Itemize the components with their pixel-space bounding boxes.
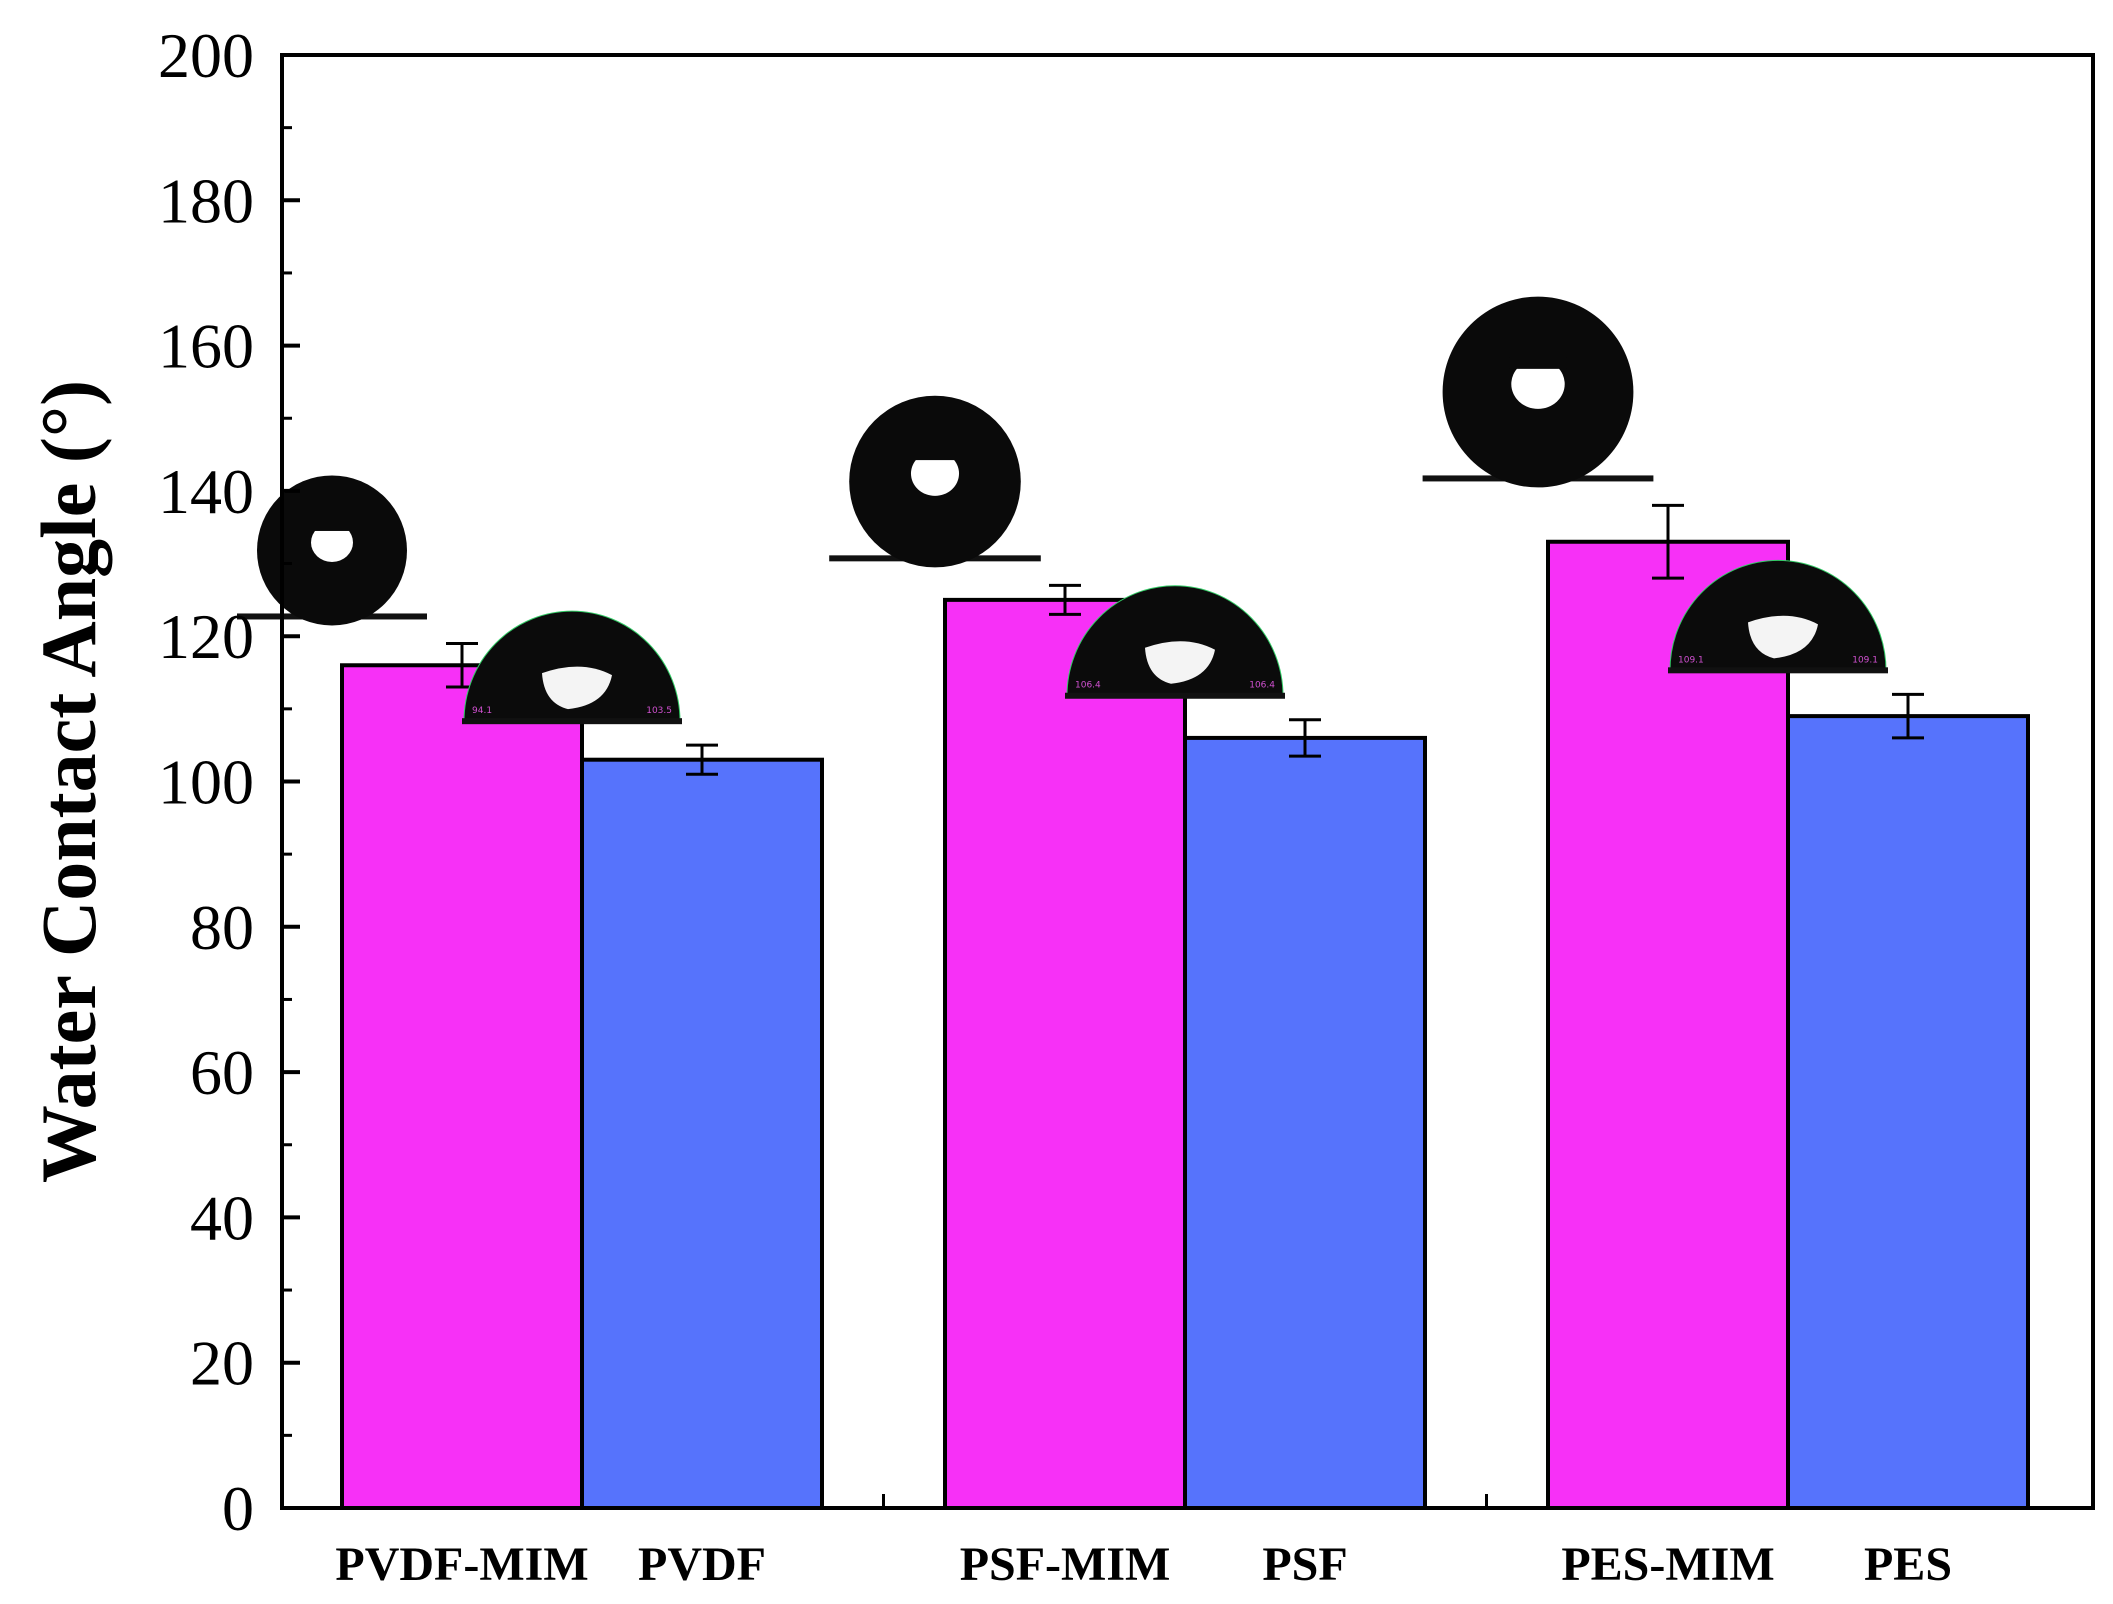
- droplet-image-pes-mim: [1422, 296, 1654, 488]
- x-label-pvdf-mim: PVDF-MIM: [335, 1538, 588, 1591]
- droplet-insets-layer: 94.1 103.5 106.4 106.4 109.1 109.1: [237, 296, 1888, 725]
- bar-pvdf-mim: [340, 663, 584, 1510]
- error-bar-pvdf: [686, 743, 718, 776]
- y-tick-label: 200: [158, 20, 254, 91]
- bars-layer: [340, 539, 2030, 1510]
- droplet-image-psf: 106.4 106.4: [1065, 585, 1285, 699]
- error-bar-pes: [1892, 692, 1924, 740]
- y-tick-label: 160: [158, 311, 254, 382]
- droplet-readout-right: 103.5: [646, 706, 672, 716]
- error-bar-psf-mim: [1049, 583, 1081, 616]
- y-axis-title: Water Contact Angle (°): [25, 380, 112, 1183]
- droplet-readout-right: 106.4: [1249, 681, 1275, 691]
- x-label-psf: PSF: [1262, 1538, 1347, 1591]
- y-tick-label: 0: [222, 1473, 254, 1544]
- y-tick-label: 140: [158, 456, 254, 527]
- y-tick-label: 180: [158, 165, 254, 236]
- x-label-pes: PES: [1864, 1538, 1952, 1591]
- y-tick-label: 60: [190, 1037, 254, 1108]
- bar-pes: [1786, 714, 2030, 1510]
- bar-pes-mim: [1546, 539, 1790, 1510]
- y-axis-ticks: 0 20 40 60 80 100 120 140 160 180 200: [158, 20, 1488, 1544]
- y-tick-label: 40: [190, 1182, 254, 1253]
- x-label-pvdf: PVDF: [638, 1538, 766, 1591]
- x-label-pes-mim: PES-MIM: [1561, 1538, 1774, 1591]
- y-tick-label: 100: [158, 747, 254, 818]
- droplet-readout-left: 106.4: [1075, 681, 1101, 691]
- y-tick-label: 20: [190, 1328, 254, 1399]
- droplet-readout-left: 94.1: [472, 706, 492, 716]
- bar-psf-mim: [943, 597, 1187, 1510]
- droplet-image-pes: 109.1 109.1: [1668, 559, 1888, 674]
- bar-psf: [1183, 735, 1427, 1510]
- droplet-readout-left: 109.1: [1678, 655, 1704, 665]
- error-bar-psf: [1289, 718, 1321, 758]
- droplet-image-psf-mim: [829, 395, 1041, 568]
- y-tick-label: 120: [158, 601, 254, 672]
- y-tick-label: 80: [190, 892, 254, 963]
- droplet-readout-right: 109.1: [1852, 655, 1878, 665]
- droplet-image-pvdf: 94.1 103.5: [462, 610, 682, 725]
- droplet-image-pvdf-mim: [237, 475, 427, 626]
- x-label-psf-mim: PSF-MIM: [960, 1538, 1171, 1591]
- bar-pvdf: [580, 757, 824, 1510]
- x-axis-category-labels: PVDF-MIM PVDF PSF-MIM PSF PES-MIM PES: [335, 1538, 1952, 1591]
- error-bar-pes-mim: [1652, 503, 1684, 580]
